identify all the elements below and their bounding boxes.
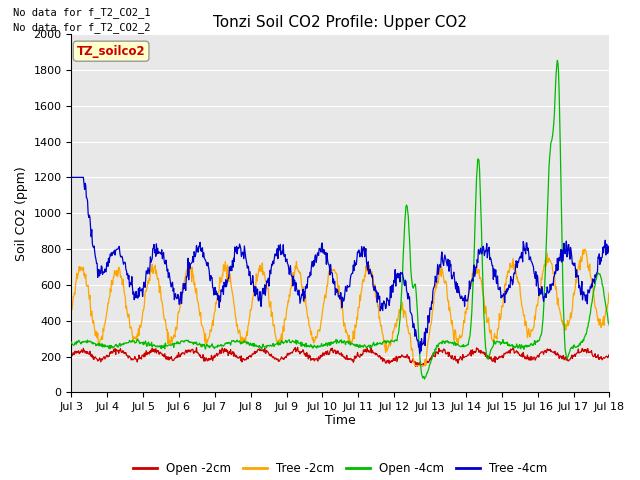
Text: TZ_soilco2: TZ_soilco2	[77, 45, 145, 58]
X-axis label: Time: Time	[325, 414, 356, 427]
Y-axis label: Soil CO2 (ppm): Soil CO2 (ppm)	[15, 166, 28, 261]
Text: No data for f_T2_CO2_2: No data for f_T2_CO2_2	[13, 22, 150, 33]
Legend: Open -2cm, Tree -2cm, Open -4cm, Tree -4cm: Open -2cm, Tree -2cm, Open -4cm, Tree -4…	[129, 457, 552, 480]
Text: No data for f_T2_CO2_1: No data for f_T2_CO2_1	[13, 7, 150, 18]
Title: Tonzi Soil CO2 Profile: Upper CO2: Tonzi Soil CO2 Profile: Upper CO2	[213, 15, 467, 30]
